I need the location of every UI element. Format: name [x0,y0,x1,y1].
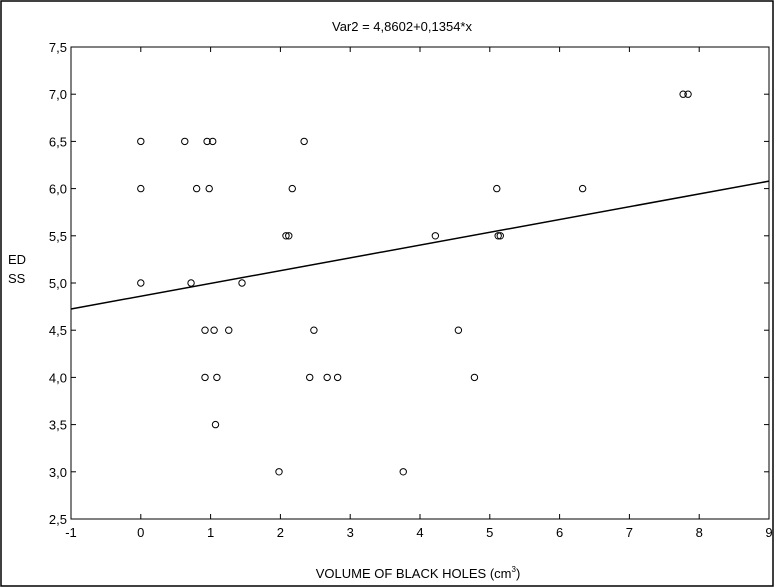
x-tick-label: 3 [347,525,354,540]
y-axis-label-line2: SS [8,271,26,286]
y-tick-label: 7,0 [49,87,67,102]
data-point [201,373,209,382]
data-point [493,184,501,193]
y-tick-label: 5,5 [49,229,67,244]
y-tick-label: 7,5 [49,40,67,55]
data-point [181,137,189,146]
y-tick-label: 6,5 [49,134,67,149]
data-point [288,184,296,193]
x-axis-label-sup: 3 [511,565,516,574]
plot-area [70,46,770,520]
data-point [454,326,463,334]
x-tick-label: 7 [626,525,633,540]
data-point [470,373,479,382]
data-point [137,137,145,146]
data-point [333,373,342,382]
x-axis-label-text: VOLUME OF BLACK HOLES (cm [316,566,512,581]
y-tick-label: 3,5 [49,418,67,433]
x-axis: -1 0 1 2 3 4 5 6 7 8 9 [65,47,773,540]
data-point [275,468,283,476]
data-point [208,137,217,146]
data-point [300,137,308,146]
x-tick-label: 8 [696,525,703,540]
y-tick-label: 4,0 [49,370,67,385]
regression-line [70,180,770,310]
x-tick-label: -1 [65,525,77,540]
data-point [431,232,440,240]
y-tick-label: 4,5 [49,323,67,338]
x-tick-label: 4 [416,525,423,540]
data-point [187,279,195,287]
data-point [399,468,407,476]
data-point [210,326,218,334]
x-tick-label: 0 [137,525,144,540]
data-point [684,90,692,98]
x-tick-label: 1 [207,525,214,540]
x-tick-label: 5 [486,525,493,540]
data-point [285,232,293,240]
data-point [201,326,209,334]
data-point [679,90,687,98]
chart-title: Var2 = 4,8602+0,1354*x [332,19,472,34]
y-axis: 2,5 3,0 3,5 4,0 4,5 5,0 5,5 6,0 6,5 7,0 7,5 [49,40,769,527]
x-tick-label: 6 [556,525,563,540]
data-point [282,232,290,240]
data-points [137,90,692,476]
data-point [310,326,318,334]
y-tick-label: 3,0 [49,465,67,480]
data-point [225,326,233,334]
x-tick-label: 2 [277,525,284,540]
data-point [203,137,211,146]
data-point [496,232,504,240]
data-point [205,184,213,193]
data-point [323,373,331,382]
y-tick-label: 5,0 [49,276,67,291]
x-axis-label: VOLUME OF BLACK HOLES (cm3) [316,565,521,581]
data-point [213,373,221,382]
data-point [494,232,502,240]
y-tick-label: 2,5 [49,512,67,527]
x-axis-label-close: ) [516,566,520,581]
data-point [211,420,220,429]
data-point [238,279,246,287]
data-point [137,279,145,287]
y-tick-label: 6,0 [49,182,67,197]
y-axis-label-line1: ED [8,252,26,267]
data-point [306,373,314,382]
data-point [578,184,587,193]
x-tick-label: 9 [765,525,772,540]
data-point [192,184,201,193]
data-point [137,184,145,193]
